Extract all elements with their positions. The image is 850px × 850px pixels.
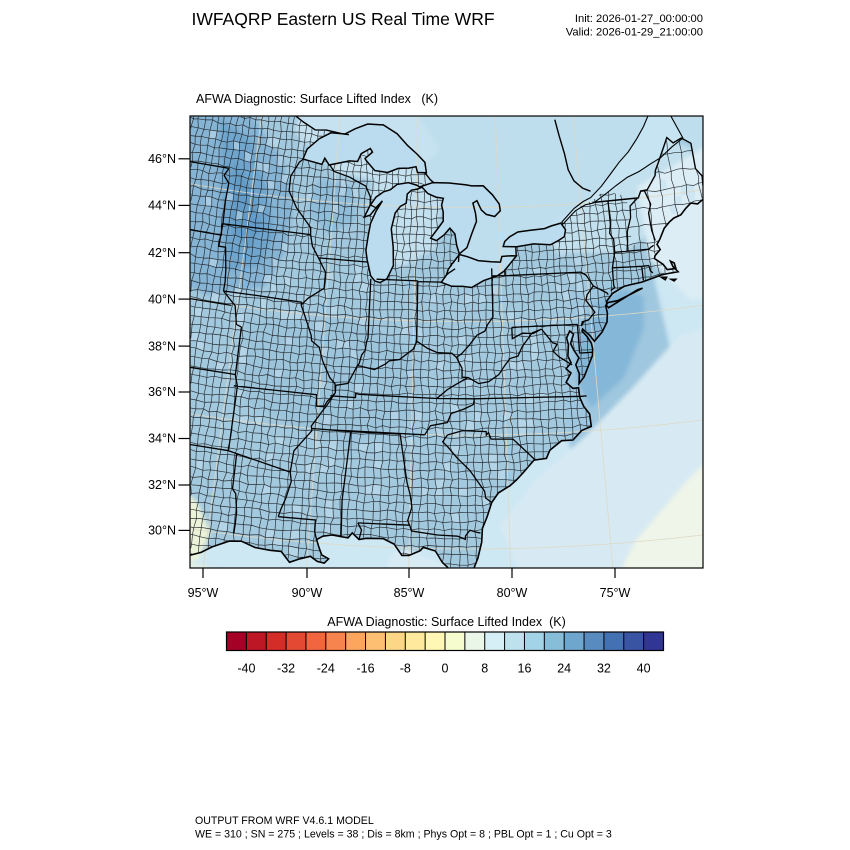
- svg-text:OUTPUT FROM WRF V4.6.1 MODEL: OUTPUT FROM WRF V4.6.1 MODEL: [195, 815, 374, 827]
- svg-text:36°N: 36°N: [148, 385, 176, 399]
- svg-text:IWFAQRP Eastern US Real Time W: IWFAQRP Eastern US Real Time WRF: [191, 9, 494, 29]
- svg-text:44°N: 44°N: [148, 199, 176, 213]
- svg-text:-32: -32: [277, 662, 295, 676]
- svg-text:46°N: 46°N: [148, 152, 176, 166]
- svg-text:32: 32: [597, 662, 611, 676]
- svg-text:WE = 310 ; SN = 275 ; Levels =: WE = 310 ; SN = 275 ; Levels = 38 ; Dis …: [195, 829, 612, 841]
- svg-text:-16: -16: [356, 662, 374, 676]
- svg-text:75°W: 75°W: [600, 586, 631, 600]
- svg-text:38°N: 38°N: [148, 339, 176, 353]
- svg-text:AFWA Diagnostic: Surface Lifte: AFWA Diagnostic: Surface Lifted Index (K…: [196, 92, 438, 106]
- svg-text:80°W: 80°W: [497, 586, 528, 600]
- svg-text:Valid: 2026-01-29_21:00:00: Valid: 2026-01-29_21:00:00: [566, 27, 703, 39]
- svg-text:30°N: 30°N: [148, 524, 176, 538]
- svg-text:95°W: 95°W: [188, 586, 219, 600]
- svg-text:0: 0: [442, 662, 449, 676]
- svg-text:Init: 2026-01-27_00:00:00: Init: 2026-01-27_00:00:00: [575, 13, 703, 25]
- svg-text:40°N: 40°N: [148, 292, 176, 306]
- svg-text:8: 8: [481, 662, 488, 676]
- svg-text:24: 24: [557, 662, 571, 676]
- svg-text:90°W: 90°W: [292, 586, 323, 600]
- svg-text:16: 16: [518, 662, 532, 676]
- svg-text:-24: -24: [317, 662, 335, 676]
- svg-text:40: 40: [637, 662, 651, 676]
- svg-text:34°N: 34°N: [148, 432, 176, 446]
- svg-text:-40: -40: [237, 662, 255, 676]
- svg-text:AFWA Diagnostic: Surface Lifte: AFWA Diagnostic: Surface Lifted Index (K…: [327, 615, 566, 629]
- svg-text:32°N: 32°N: [148, 478, 176, 492]
- svg-text:85°W: 85°W: [394, 586, 425, 600]
- svg-text:-8: -8: [400, 662, 411, 676]
- svg-text:42°N: 42°N: [148, 246, 176, 260]
